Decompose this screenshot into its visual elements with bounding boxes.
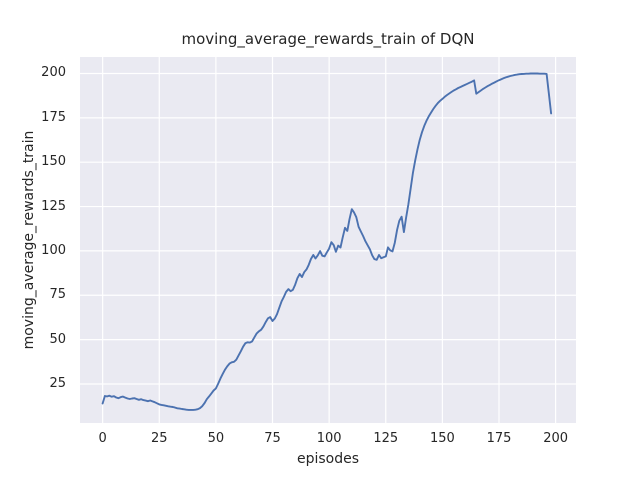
y-tick-label: 75 [49,287,66,303]
x-tick-label: 75 [264,431,281,446]
y-tick-label: 175 [41,109,66,125]
x-tick-label: 50 [207,431,225,446]
x-tick-label: 200 [543,431,569,446]
plot-area [80,57,576,423]
y-tick-label: 25 [49,375,66,391]
x-tick-label: 100 [316,431,342,446]
x-axis-label: episodes [296,451,360,467]
line-chart-svg [80,57,576,423]
x-tick-label: 175 [486,431,512,446]
x-tick-label: 125 [373,431,399,446]
y-tick-label: 200 [41,65,66,81]
y-tick-label: 150 [41,154,66,170]
line-series-dqn [101,72,553,411]
y-tick-label: 50 [49,331,66,347]
y-tick-label: 100 [41,242,66,258]
x-tick-label: 25 [150,431,168,446]
chart-title: moving_average_rewards_train of DQN [181,30,475,48]
x-tick-label: 150 [429,431,455,446]
x-tick-label: 0 [98,431,107,446]
y-tick-label: 125 [41,198,66,214]
y-axis-label: moving_average_rewards_train [21,130,37,350]
